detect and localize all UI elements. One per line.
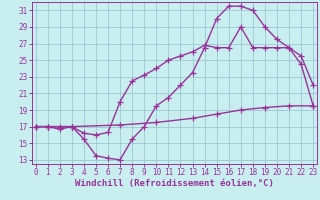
X-axis label: Windchill (Refroidissement éolien,°C): Windchill (Refroidissement éolien,°C) — [75, 179, 274, 188]
